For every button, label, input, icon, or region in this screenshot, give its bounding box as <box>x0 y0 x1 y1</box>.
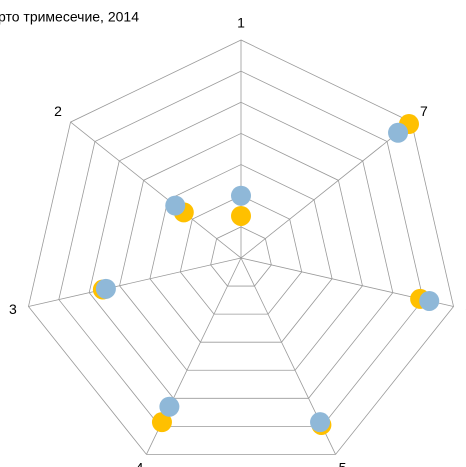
marker <box>231 185 251 206</box>
grid-ring <box>119 132 363 371</box>
grid-ring <box>210 226 272 287</box>
marker <box>159 396 180 417</box>
grid-ring <box>149 164 333 343</box>
spoke <box>70 121 242 259</box>
marker <box>151 412 172 433</box>
axis-label: 3 <box>9 301 17 317</box>
marker <box>310 412 331 433</box>
spoke <box>28 257 242 307</box>
axis-label: 2 <box>54 103 62 119</box>
axis-label: 5 <box>339 460 347 467</box>
marker <box>95 278 116 299</box>
marker <box>388 122 409 143</box>
grid-ring <box>88 101 394 399</box>
spoke <box>240 121 412 259</box>
grid-ring <box>28 39 454 455</box>
marker <box>231 205 251 226</box>
chart-title: рто тримесечие, 2014 <box>0 9 139 25</box>
marker <box>165 195 186 216</box>
grid-ring <box>58 70 424 427</box>
marker <box>419 290 440 311</box>
axis-label: 7 <box>420 103 428 119</box>
grid-ring <box>179 195 303 315</box>
axis-label: 4 <box>136 460 144 467</box>
axis-label: 1 <box>237 15 245 31</box>
